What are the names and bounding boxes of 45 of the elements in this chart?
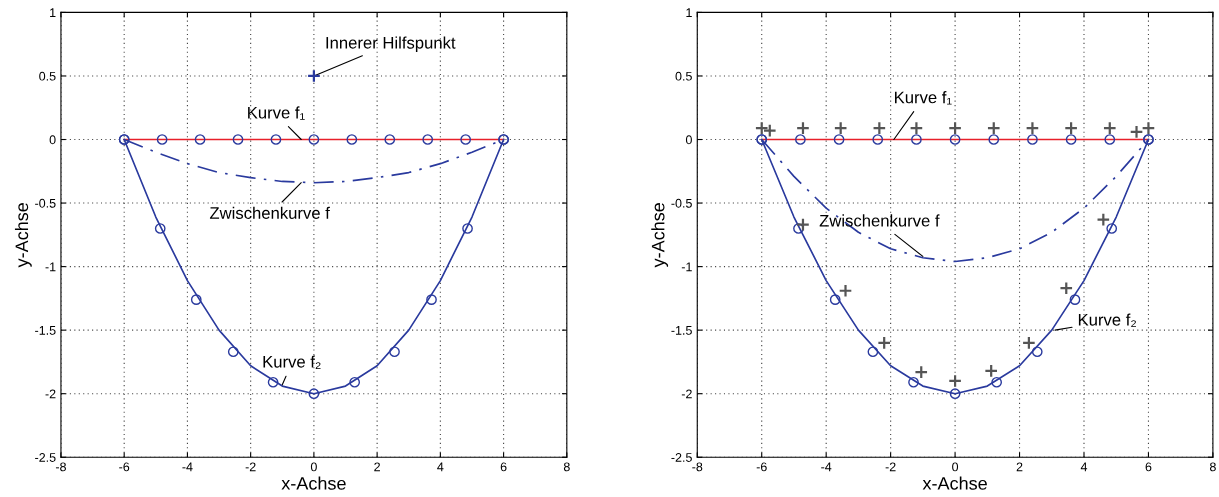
- y-tick-label: -1.5: [35, 326, 56, 335]
- x-tick-label: 2: [1016, 462, 1023, 472]
- x-tick-label: 8: [1209, 462, 1216, 472]
- y-tick-label: 1: [686, 8, 692, 17]
- x-tick-label: 8: [563, 462, 570, 472]
- y-tick-label: -0.5: [671, 198, 692, 208]
- y-tick-label: -1.5: [671, 326, 692, 335]
- x-tick-label: 2: [374, 462, 380, 472]
- y-tick-label: -2.5: [35, 453, 56, 462]
- x-tick-label: 0: [952, 462, 959, 472]
- annotation: Zwischenkurve f: [819, 214, 940, 227]
- x-tick-label: -8: [692, 462, 703, 472]
- y-tick-label: 1: [50, 8, 56, 17]
- x-axis-title: x-Achse: [922, 476, 987, 490]
- x-tick-label: -4: [821, 462, 832, 472]
- y-tick-label: -2.5: [671, 453, 692, 462]
- annotation: Innerer Hilfspunkt: [326, 36, 456, 52]
- x-axis-title: x-Achse: [281, 476, 346, 490]
- y-tick-label: 0: [49, 135, 56, 145]
- annotation: Kurve f₂: [263, 355, 321, 369]
- y-tick-label: -2: [681, 389, 692, 399]
- y-tick-label: -0.5: [35, 198, 56, 208]
- y-tick-label: 0: [685, 135, 692, 145]
- y-tick-label: 0.5: [675, 71, 692, 81]
- x-tick-label: -6: [119, 462, 130, 472]
- x-tick-label: -4: [182, 462, 193, 472]
- y-tick-label: -2: [45, 389, 56, 399]
- x-tick-label: 0: [310, 462, 317, 472]
- annotation: Kurve f₁: [895, 91, 952, 105]
- annotation: Kurve f₁: [248, 106, 305, 120]
- x-tick-label: -2: [245, 462, 256, 472]
- x-tick-label: -8: [55, 462, 66, 472]
- annotation: Zwischenkurve f: [209, 206, 330, 219]
- y-axis-title: y-Achse: [14, 203, 32, 268]
- y-axis-title: y-Achse: [651, 203, 669, 268]
- x-tick-label: -2: [885, 462, 896, 472]
- y-tick-label: 0.5: [39, 71, 56, 81]
- annotation: Kurve f₂: [1078, 313, 1136, 327]
- x-tick-label: 4: [1080, 462, 1088, 472]
- x-tick-label: 4: [437, 462, 444, 472]
- y-tick-label: -1: [45, 262, 56, 272]
- x-tick-label: 6: [1145, 462, 1152, 472]
- x-tick-label: 6: [500, 462, 507, 472]
- x-tick-label: -6: [756, 462, 767, 472]
- y-tick-label: -1: [681, 262, 692, 272]
